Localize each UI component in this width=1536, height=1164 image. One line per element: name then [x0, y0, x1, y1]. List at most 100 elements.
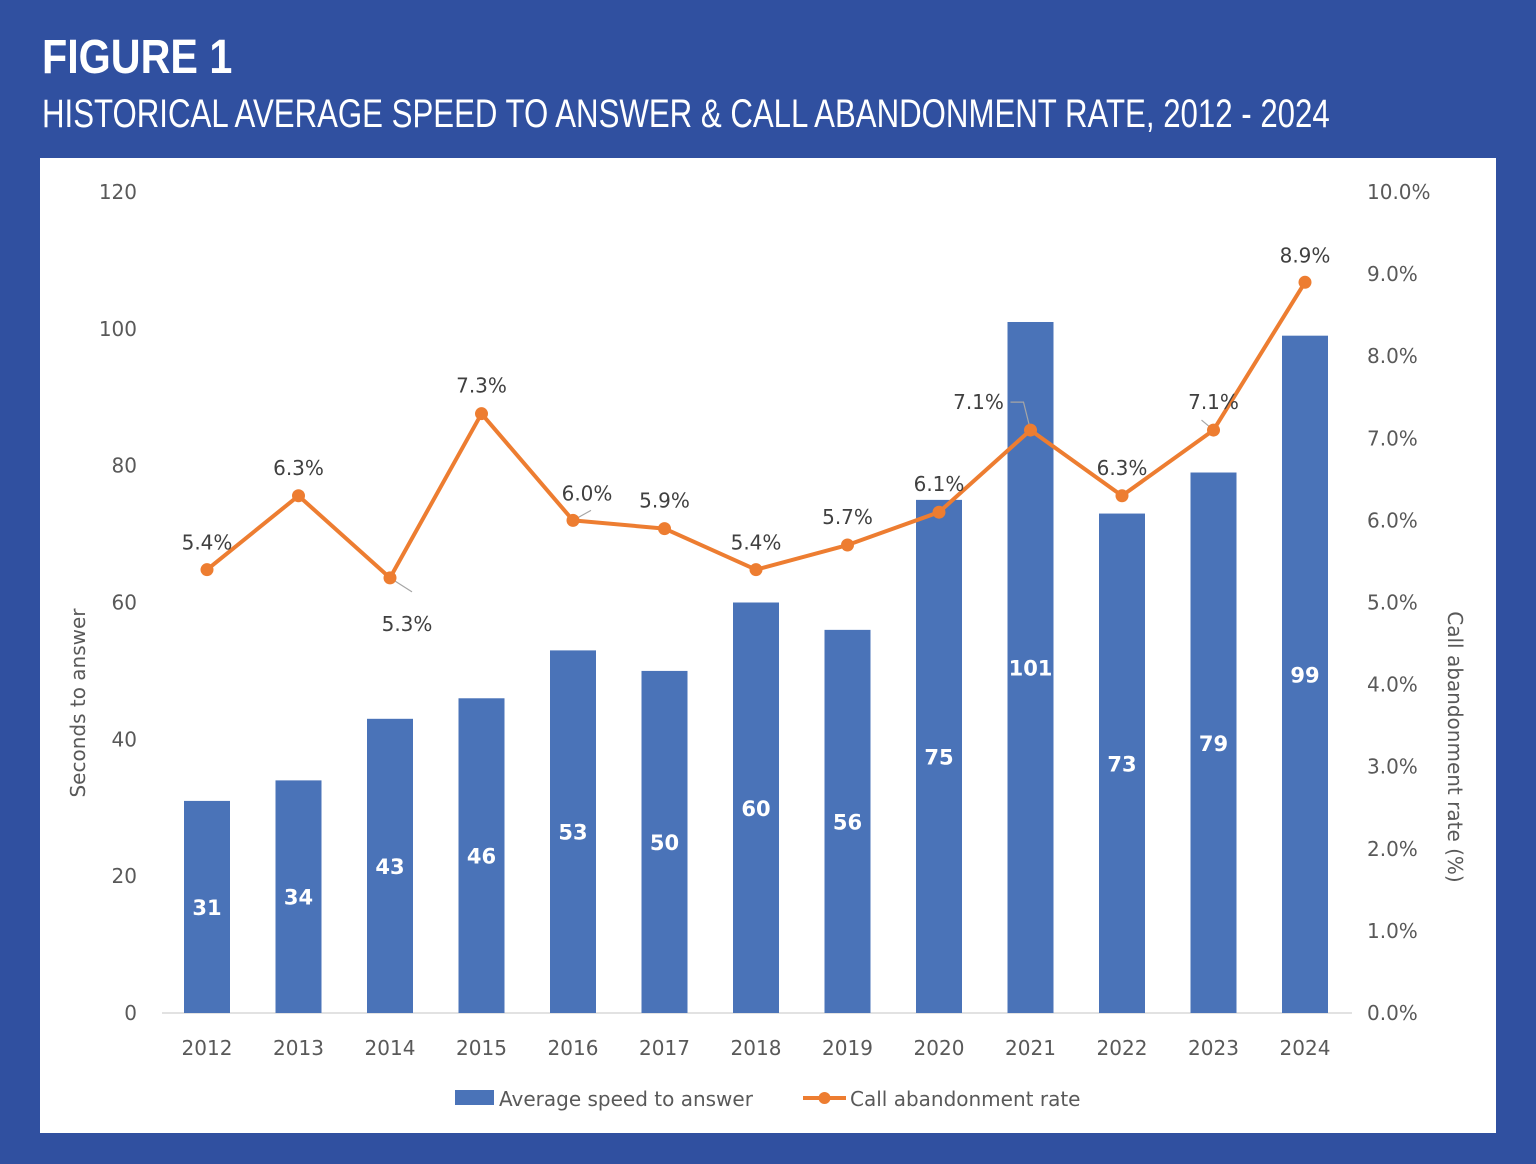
right-axis-ticks: 0.0% 1.0% 2.0% 3.0% 4.0% 5.0% 6.0% 7.0% 8.0% 9.0%…	[1367, 180, 1431, 1025]
y2-tick-label: 5.0%	[1367, 591, 1418, 615]
line-marker	[1024, 423, 1037, 437]
line-marker	[1298, 275, 1312, 289]
bar-value-label: 43	[375, 855, 404, 879]
bar-value-label: 34	[284, 886, 313, 910]
line-marker	[200, 563, 214, 577]
y2-tick-label: 10.0%	[1367, 180, 1431, 204]
bar-value-label: 79	[1199, 732, 1228, 756]
bar	[641, 670, 688, 1013]
bar	[733, 602, 779, 1013]
leader-line	[1010, 401, 1032, 431]
y-tick-label: 60	[112, 591, 137, 615]
x-tick-label: 2023	[1188, 1036, 1239, 1060]
y2-axis-title: Call abandonment rate (%)	[1443, 611, 1467, 882]
bar	[1282, 335, 1328, 1013]
line-value-label: 7.1%	[953, 390, 1004, 414]
x-tick-label: 2017	[639, 1036, 690, 1060]
combo-chart: 0 20 40 60 80 100 120 0.0% 1.0% 2.0% 3.0% 4.0% 5.0%…	[66, 180, 1467, 1111]
y2-tick-label: 9.0%	[1367, 262, 1418, 286]
bar	[916, 499, 962, 1013]
y2-tick-label: 1.0%	[1367, 919, 1418, 943]
legend-line-label: Call abandonment rate	[850, 1087, 1080, 1111]
line-value-label: 7.3%	[456, 374, 507, 398]
bar-value-label: 31	[192, 896, 221, 920]
line-marker	[749, 563, 763, 577]
line-value-label: 5.4%	[182, 531, 233, 555]
line-value-label: 5.4%	[731, 531, 782, 555]
y2-tick-label: 8.0%	[1367, 344, 1418, 368]
figure-title: HISTORICAL AVERAGE SPEED TO ANSWER & CAL…	[42, 92, 1330, 136]
x-tick-label: 2019	[822, 1036, 873, 1060]
line-marker	[475, 407, 488, 421]
line-marker	[932, 505, 946, 519]
bar-value-label: 99	[1290, 663, 1319, 687]
bar	[275, 780, 322, 1013]
x-tick-label: 2016	[548, 1036, 599, 1060]
y-tick-label: 20	[112, 864, 137, 888]
line-data-labels: 5.4% 6.3% 5.3% 7.3% 6.0% 5.9% 5.4% 5.7% 6.1% 7.1%…	[182, 243, 1331, 636]
y-tick-label: 120	[99, 180, 137, 204]
line-value-label: 6.3%	[1097, 456, 1148, 480]
line-marker	[658, 522, 671, 536]
bar	[1007, 321, 1054, 1013]
bar-value-label: 60	[741, 797, 770, 821]
line-value-label: 7.1%	[1188, 390, 1239, 414]
line-value-label: 5.7%	[822, 505, 873, 529]
x-tick-label: 2012	[182, 1036, 233, 1060]
line-marker	[1207, 423, 1220, 437]
bar-value-label: 46	[467, 845, 496, 869]
legend: Average speed to answer Call abandonment…	[455, 1087, 1080, 1111]
y-tick-label: 100	[99, 317, 137, 341]
line-value-label: 6.0%	[562, 481, 613, 505]
y-tick-label: 0	[124, 1001, 137, 1025]
line-value-label: 5.3%	[382, 612, 433, 636]
bar	[824, 629, 871, 1013]
bar	[367, 718, 413, 1013]
x-axis-ticks: 2012 2013 2014 2015 2016 2017 2018 2019 2020 2021…	[182, 1036, 1331, 1060]
leader-lines	[389, 401, 1214, 593]
legend-bar-swatch	[455, 1090, 494, 1105]
y-tick-label: 40	[112, 727, 137, 751]
bar-value-label: 73	[1107, 752, 1136, 776]
bar-value-label: 53	[558, 821, 587, 845]
bar-value-label: 56	[833, 810, 862, 834]
line-value-label: 8.9%	[1280, 243, 1331, 267]
line-marker	[292, 489, 305, 503]
line-value-label: 5.9%	[639, 489, 690, 513]
line-value-label: 6.1%	[914, 472, 965, 496]
legend-line-marker	[818, 1092, 831, 1104]
x-tick-label: 2013	[273, 1036, 324, 1060]
bar	[184, 800, 230, 1013]
left-axis-ticks: 0 20 40 60 80 100 120	[99, 180, 137, 1025]
x-tick-label: 2014	[365, 1036, 416, 1060]
y2-tick-label: 7.0%	[1367, 426, 1418, 450]
bar-data-labels: 31 34 43 46 53 50 60 56 75 101 73 79 99	[192, 656, 1319, 919]
bar-value-label: 50	[650, 831, 679, 855]
line-marker	[383, 571, 397, 585]
bar-value-label: 75	[924, 745, 953, 769]
x-tick-label: 2020	[914, 1036, 965, 1060]
bar	[1190, 472, 1237, 1014]
bar	[458, 698, 505, 1013]
legend-bar-label: Average speed to answer	[499, 1087, 754, 1111]
y2-tick-label: 3.0%	[1367, 755, 1418, 779]
y-tick-label: 80	[112, 454, 137, 478]
line-marker	[841, 538, 854, 552]
line-marker	[1115, 489, 1129, 503]
line-markers	[200, 275, 1312, 585]
y-axis-title: Seconds to answer	[66, 608, 90, 798]
bar	[1099, 513, 1145, 1013]
line-marker	[566, 513, 580, 527]
line-value-label: 6.3%	[273, 456, 324, 480]
figure-label: FIGURE 1	[42, 31, 233, 84]
x-tick-label: 2022	[1097, 1036, 1148, 1060]
x-tick-label: 2021	[1005, 1036, 1056, 1060]
x-tick-label: 2015	[456, 1036, 507, 1060]
y2-tick-label: 2.0%	[1367, 837, 1418, 861]
bars-series	[184, 321, 1328, 1014]
bar-value-label: 101	[1009, 656, 1053, 680]
y2-tick-label: 4.0%	[1367, 673, 1418, 697]
y2-tick-label: 6.0%	[1367, 508, 1418, 532]
x-tick-label: 2024	[1280, 1036, 1331, 1060]
x-tick-label: 2018	[731, 1036, 782, 1060]
